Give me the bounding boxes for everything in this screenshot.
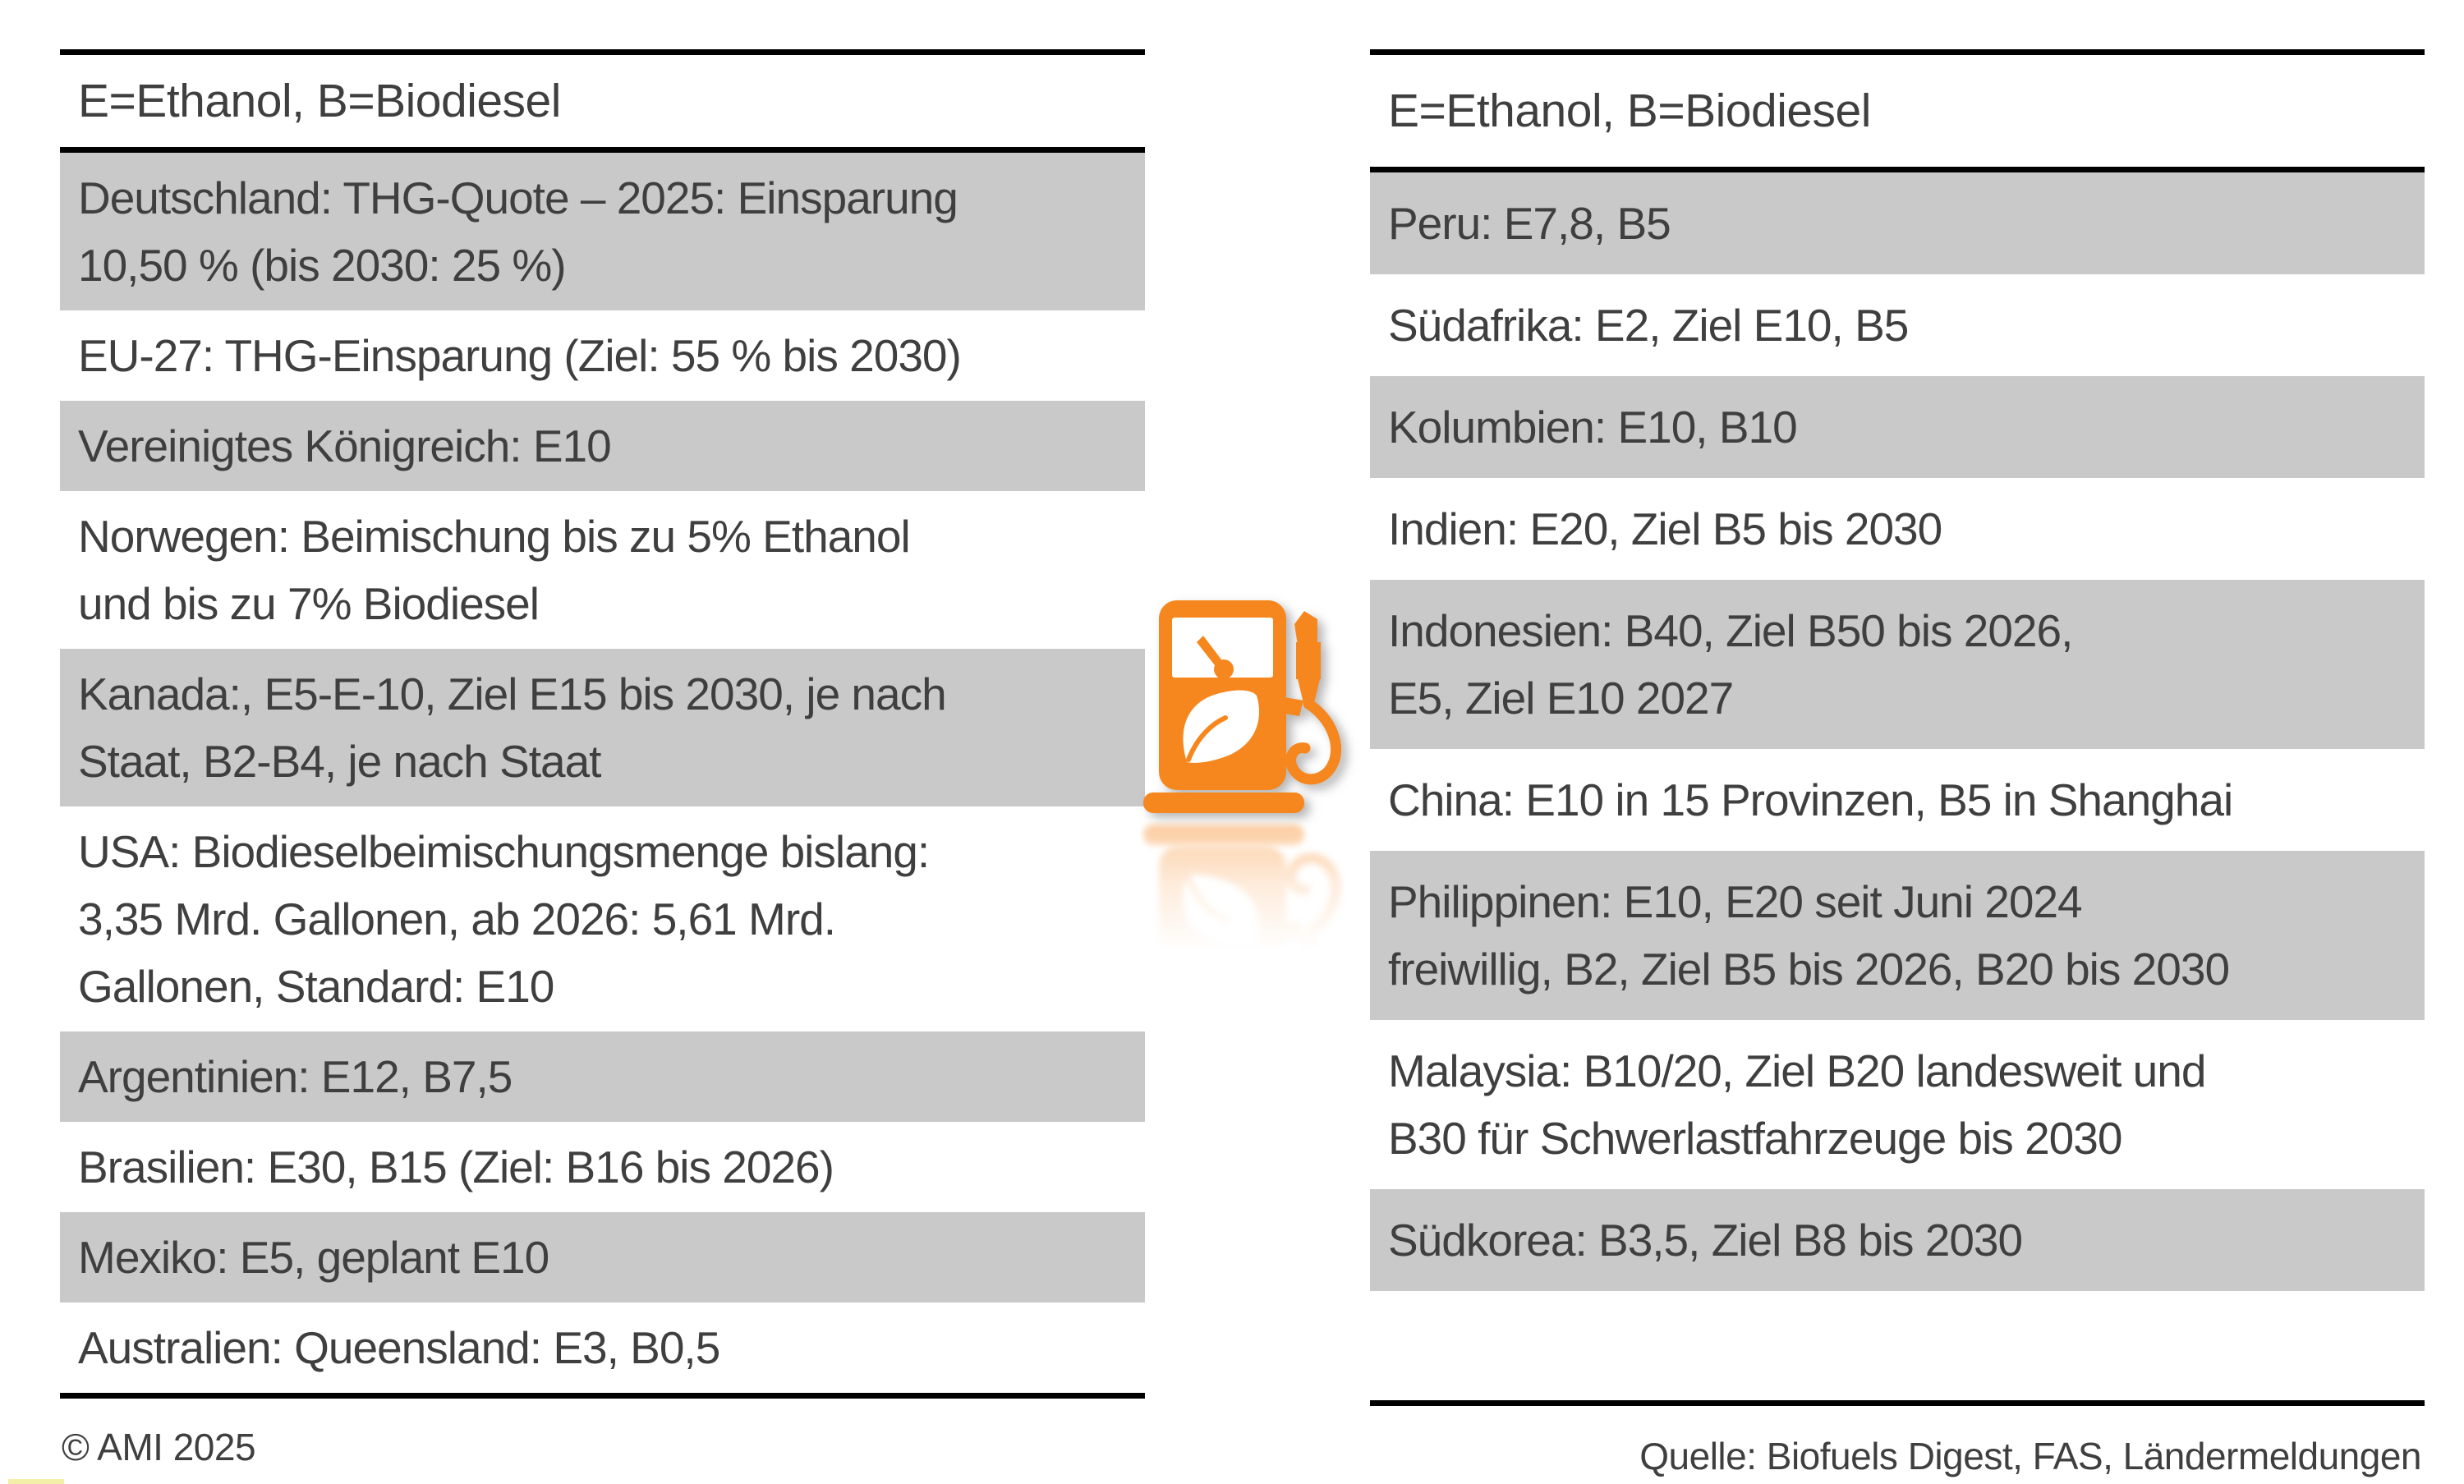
- pump-base: [1143, 793, 1304, 813]
- legend-text: E=Ethanol, B=Biodiesel: [1388, 85, 1871, 137]
- row-vereinigtes-koenigreich: Vereinigtes Königreich: E10: [60, 401, 1145, 491]
- table-africa-asia: E=Ethanol, B=Biodiesel Peru: E7,8, B5 Sü…: [1370, 49, 2425, 1478]
- row-peru: Peru: E7,8, B5: [1370, 172, 2425, 274]
- fuel-pump-reflection-svg: [1140, 821, 1347, 1045]
- nozzle-body: [1296, 642, 1321, 679]
- gauge-window: [1172, 618, 1273, 678]
- legend-header: E=Ethanol, B=Biodiesel: [60, 55, 1145, 147]
- hose-bracket: [1285, 697, 1303, 716]
- nozzle-spout: [1294, 611, 1317, 646]
- row-china: China: E10 in 15 Provinzen, B5 in Shangh…: [1388, 774, 2233, 825]
- row-deutschland: Deutschland: THG-Quote – 2025: Einsparun…: [60, 153, 1145, 310]
- biofuel-pump-icon: [1140, 593, 1347, 816]
- row-argentinien: Argentinien: E12, B7,5: [60, 1031, 1145, 1122]
- row-suedkorea: Südkorea: B3,5, Ziel B8 bis 2030: [1370, 1189, 2425, 1291]
- divider-line-bottom: [1370, 1400, 2425, 1406]
- row-indonesien: Indonesien: B40, Ziel B50 bis 2026, E5, …: [1370, 580, 2425, 749]
- row-mexiko: Mexiko: E5, geplant E10: [60, 1212, 1145, 1303]
- divider-line-bottom: [60, 1393, 1145, 1399]
- divider-line-header: [60, 147, 1145, 153]
- spacer: [1370, 1291, 2425, 1400]
- row-indien: Indien: E20, Ziel B5 bis 2030: [1388, 503, 1942, 554]
- row-kanada: Kanada:, E5-E-10, Ziel E15 bis 2030, je …: [60, 649, 1145, 806]
- row-philippinen: Philippinen: E10, E20 seit Juni 2024 fre…: [1370, 851, 2425, 1020]
- divider-line-top: [60, 49, 1145, 55]
- row-australien: Australien: Queensland: E3, B0,5: [78, 1322, 720, 1373]
- table-europe-americas: E=Ethanol, B=Biodiesel Deutschland: THG-…: [60, 49, 1145, 1469]
- country-rows: Peru: E7,8, B5 Südafrika: E2, Ziel E10, …: [1370, 172, 2425, 1291]
- row-eu27: EU-27: THG-Einsparung (Ziel: 55 % bis 20…: [78, 330, 962, 381]
- row-kolumbien: Kolumbien: E10, B10: [1370, 376, 2425, 478]
- divider-line-top: [1370, 49, 2425, 55]
- leaf-icon: [1183, 690, 1260, 763]
- fuel-hose: [1285, 698, 1342, 785]
- row-norwegen: Norwegen: Beimischung bis zu 5% Ethanol …: [78, 511, 911, 629]
- row-suedafrika: Südafrika: E2, Ziel E10, B5: [1388, 300, 1909, 351]
- row-brasilien: Brasilien: E30, B15 (Ziel: B16 bis 2026): [78, 1142, 834, 1192]
- nozzle-outlet: [1298, 679, 1320, 706]
- pump-reflection: [1140, 821, 1347, 1045]
- legend-text: E=Ethanol, B=Biodiesel: [78, 75, 561, 127]
- gauge-pivot: [1214, 659, 1234, 679]
- row-usa: USA: Biodieselbeimischungsmenge bislang:…: [78, 826, 930, 1012]
- row-malaysia: Malaysia: B10/20, Ziel B20 landesweit un…: [1388, 1045, 2206, 1164]
- source-label: Quelle: Biofuels Digest, FAS, Ländermeld…: [1639, 1435, 2421, 1477]
- copyright-label: © AMI 2025: [62, 1426, 256, 1468]
- country-rows: Deutschland: THG-Quote – 2025: Einsparun…: [60, 153, 1145, 1393]
- legend-header: E=Ethanol, B=Biodiesel: [1370, 55, 2425, 167]
- leaf-vein: [1186, 715, 1228, 762]
- cropped-logo-edge: [8, 1479, 64, 1484]
- divider-line-header: [1370, 167, 2425, 172]
- fuel-pump-svg: [1143, 600, 1342, 813]
